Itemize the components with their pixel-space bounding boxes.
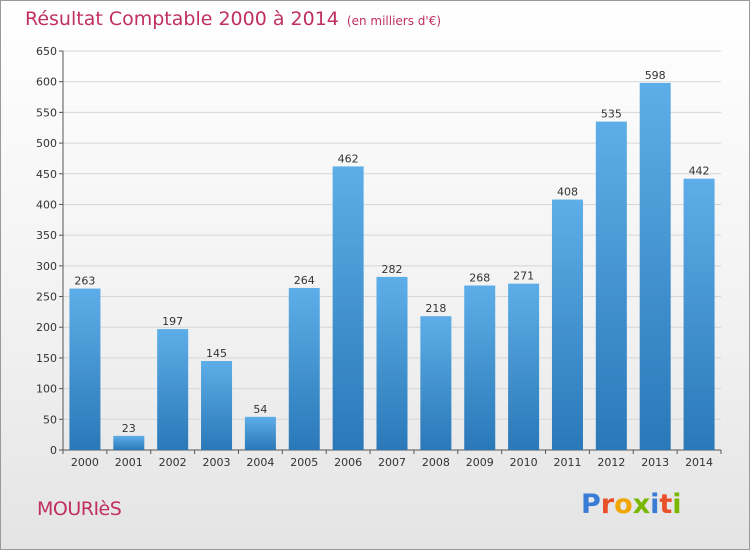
logo-letter: r	[600, 489, 615, 520]
bar	[420, 316, 452, 450]
y-tick-label: 0	[50, 444, 57, 457]
logo-letter: i	[650, 489, 660, 520]
x-tick-label: 2011	[553, 456, 581, 469]
logo-letter: i	[672, 489, 682, 520]
title-text: Résultat Comptable 2000 à 2014	[25, 8, 339, 30]
x-tick-label: 2013	[641, 456, 669, 469]
data-label: 268	[469, 271, 490, 284]
x-tick-label: 2003	[203, 456, 231, 469]
bar	[244, 416, 276, 450]
bar	[157, 329, 189, 450]
x-tick-label: 2004	[246, 456, 274, 469]
y-tick-label: 600	[36, 76, 57, 89]
chart-title: Résultat Comptable 2000 à 2014 (en millie…	[25, 8, 441, 30]
logo-letter: P	[581, 489, 601, 520]
logo-letter: t	[659, 489, 673, 520]
bar	[595, 121, 627, 450]
title-subtitle: (en milliers d'€)	[346, 14, 442, 28]
x-tick-label: 2010	[510, 456, 538, 469]
data-label: 598	[645, 69, 666, 82]
y-tick-label: 550	[36, 106, 57, 119]
y-tick-label: 650	[36, 45, 57, 58]
x-tick-label: 2008	[422, 456, 450, 469]
y-tick-label: 250	[36, 291, 57, 304]
x-tick-label: 2002	[159, 456, 187, 469]
x-tick-label: 2007	[378, 456, 406, 469]
x-tick-label: 2006	[334, 456, 362, 469]
y-tick-label: 500	[36, 137, 57, 150]
data-label: 442	[689, 165, 710, 178]
data-label: 263	[74, 275, 95, 288]
bar	[69, 288, 101, 450]
y-tick-label: 50	[43, 413, 57, 426]
bar	[332, 166, 364, 450]
bar	[464, 285, 496, 450]
x-tick-label: 2014	[685, 456, 713, 469]
data-label: 282	[382, 263, 403, 276]
x-tick-label: 2012	[597, 456, 625, 469]
bar	[113, 435, 145, 450]
proxiti-logo: Proxiti	[581, 489, 682, 520]
data-label: 408	[557, 186, 578, 199]
y-tick-label: 300	[36, 260, 57, 273]
commune-name: MOURIèS	[37, 498, 122, 520]
bar	[376, 276, 408, 450]
logo-letter: o	[614, 489, 633, 520]
bar	[508, 283, 540, 450]
data-label: 197	[162, 315, 183, 328]
bar	[288, 287, 320, 450]
y-tick-label: 350	[36, 229, 57, 242]
bar	[683, 178, 715, 450]
y-tick-label: 400	[36, 198, 57, 211]
logo-letter: x	[632, 489, 651, 520]
data-label: 23	[122, 422, 136, 435]
y-tick-label: 100	[36, 383, 57, 396]
data-label: 271	[513, 270, 534, 283]
x-tick-label: 2000	[71, 456, 99, 469]
y-tick-label: 450	[36, 168, 57, 181]
y-tick-label: 150	[36, 352, 57, 365]
x-tick-label: 2005	[290, 456, 318, 469]
y-tick-label: 200	[36, 321, 57, 334]
data-label: 264	[294, 274, 315, 287]
data-label: 218	[425, 302, 446, 315]
bar	[639, 82, 671, 451]
data-label: 145	[206, 347, 227, 360]
x-tick-label: 2001	[115, 456, 143, 469]
bar	[551, 199, 583, 450]
x-tick-label: 2009	[466, 456, 494, 469]
data-label: 462	[338, 152, 359, 165]
bar	[201, 360, 233, 450]
data-label: 54	[253, 403, 267, 416]
data-label: 535	[601, 108, 622, 121]
